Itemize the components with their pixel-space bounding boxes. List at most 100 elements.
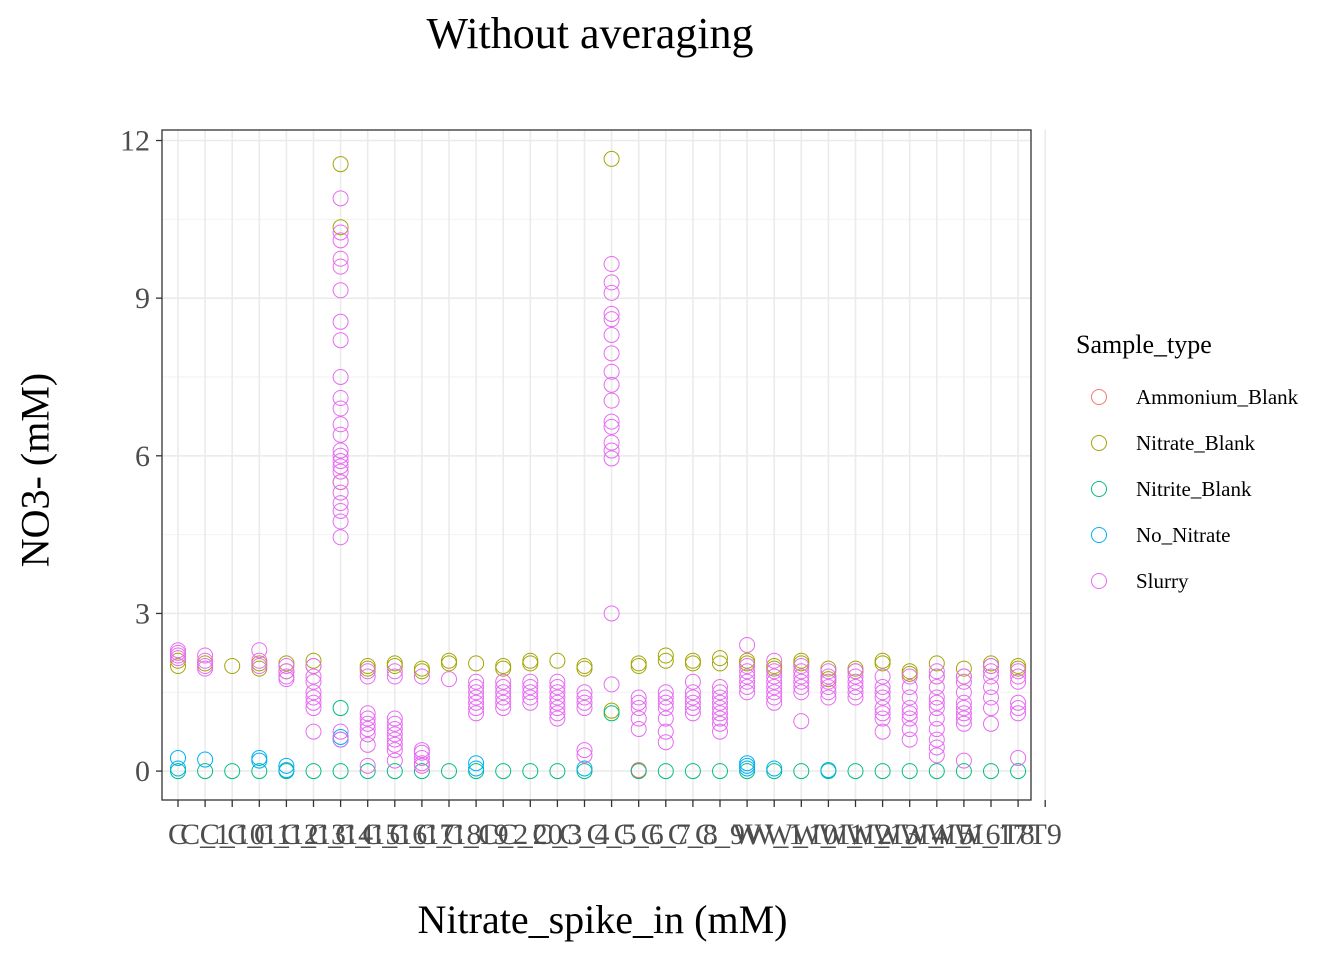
point-slurry — [332, 332, 349, 349]
point-slurry — [712, 689, 728, 706]
point-slurry — [278, 658, 295, 674]
point-slurry — [901, 700, 918, 717]
point-slurry — [332, 313, 349, 330]
point-slurry — [522, 684, 539, 701]
point-slurry — [359, 710, 376, 727]
point-nitrate-blank — [766, 658, 783, 674]
point-nitrate-blank — [684, 655, 701, 672]
y-tick-label: 3 — [135, 597, 150, 630]
point-slurry — [928, 689, 945, 706]
legend-key-icon — [1076, 512, 1122, 558]
point-slurry — [874, 700, 891, 717]
point-slurry — [576, 747, 593, 764]
point-slurry — [386, 668, 403, 685]
point-no-nitrate — [251, 752, 268, 769]
point-slurry — [468, 684, 485, 701]
point-slurry — [712, 694, 728, 711]
x-tick-label: C_19 — [444, 818, 509, 851]
point-slurry — [359, 715, 376, 732]
point-slurry — [576, 700, 593, 717]
point-slurry — [305, 700, 322, 717]
point-slurry — [603, 413, 620, 430]
legend-circle-nitrite-blank — [1091, 481, 1107, 497]
y-axis: 0 3 6 9 12 — [120, 125, 162, 788]
point-slurry — [549, 689, 566, 706]
point-slurry — [332, 458, 349, 475]
point-slurry — [820, 689, 837, 706]
point-no-nitrate — [820, 762, 837, 779]
point-slurry — [983, 689, 999, 706]
point-slurry — [766, 673, 783, 690]
point-slurry — [955, 700, 972, 717]
point-slurry — [847, 668, 864, 685]
point-no-nitrate — [170, 749, 186, 766]
point-slurry — [983, 700, 999, 717]
point-slurry — [603, 284, 620, 301]
point-slurry — [955, 668, 972, 685]
point-slurry — [739, 658, 756, 674]
x-tick-label: W_16 — [927, 818, 1000, 851]
point-nitrite-blank — [847, 763, 864, 780]
point-slurry — [359, 757, 376, 774]
point-no-nitrate — [278, 757, 295, 774]
point-slurry — [928, 694, 945, 711]
point-slurry — [928, 679, 945, 696]
point-slurry — [955, 705, 972, 722]
point-slurry — [549, 684, 566, 701]
point-slurry — [739, 636, 756, 653]
point-slurry — [712, 710, 728, 727]
point-slurry — [657, 684, 674, 701]
point-slurry — [657, 700, 674, 717]
point-slurry — [766, 684, 783, 701]
point-nitrite-blank — [495, 763, 512, 780]
point-slurry — [468, 679, 485, 696]
point-nitrate-blank — [332, 219, 349, 236]
x-tick-label: C_3 — [532, 818, 582, 851]
x-tick-label: W_17 — [954, 818, 1027, 851]
point-slurry — [955, 715, 972, 732]
x-tick-label: C — [168, 818, 188, 851]
point-slurry — [603, 450, 620, 467]
point-nitrate-blank — [359, 658, 376, 674]
point-slurry — [278, 663, 295, 680]
x-tick-label: C_11 — [227, 818, 291, 851]
point-slurry — [549, 694, 566, 711]
point-slurry — [847, 679, 864, 696]
point-slurry — [657, 694, 674, 711]
point-slurry — [983, 679, 999, 696]
point-slurry — [468, 689, 485, 706]
point-slurry — [305, 723, 322, 740]
point-slurry — [847, 684, 864, 701]
point-no-nitrate — [197, 751, 214, 768]
chart-title: Without averaging — [426, 9, 754, 58]
point-slurry — [468, 705, 485, 722]
point-slurry — [576, 742, 593, 759]
point-slurry — [820, 679, 837, 696]
x-axis-label: Nitrate_spike_in (mM) — [417, 897, 788, 942]
point-slurry — [441, 671, 457, 688]
point-nitrite-blank — [549, 763, 566, 780]
point-slurry — [928, 710, 945, 727]
y-axis-label: NO3- (mM) — [12, 372, 58, 568]
point-slurry — [332, 190, 349, 207]
point-nitrate-blank — [441, 655, 457, 672]
legend-label: Nitrite_Blank — [1136, 476, 1252, 501]
x-tick-label: C_9 — [695, 818, 745, 851]
point-slurry — [684, 689, 701, 706]
point-nitrite-blank — [983, 763, 999, 780]
x-tick-label: C_14 — [308, 818, 373, 851]
point-slurry — [359, 736, 376, 753]
x-tick-label: W — [733, 818, 762, 851]
x-tick-label: T9 — [1029, 818, 1062, 851]
legend-circle-ammonium-blank — [1091, 389, 1107, 405]
point-slurry — [793, 668, 810, 685]
point-slurry — [874, 689, 891, 706]
point-slurry — [603, 363, 620, 380]
point-slurry — [495, 700, 512, 717]
point-slurry — [820, 663, 837, 680]
point-slurry — [684, 700, 701, 717]
point-slurry — [251, 652, 268, 669]
point-slurry — [468, 694, 485, 711]
point-slurry — [576, 694, 593, 711]
point-slurry — [413, 757, 430, 774]
